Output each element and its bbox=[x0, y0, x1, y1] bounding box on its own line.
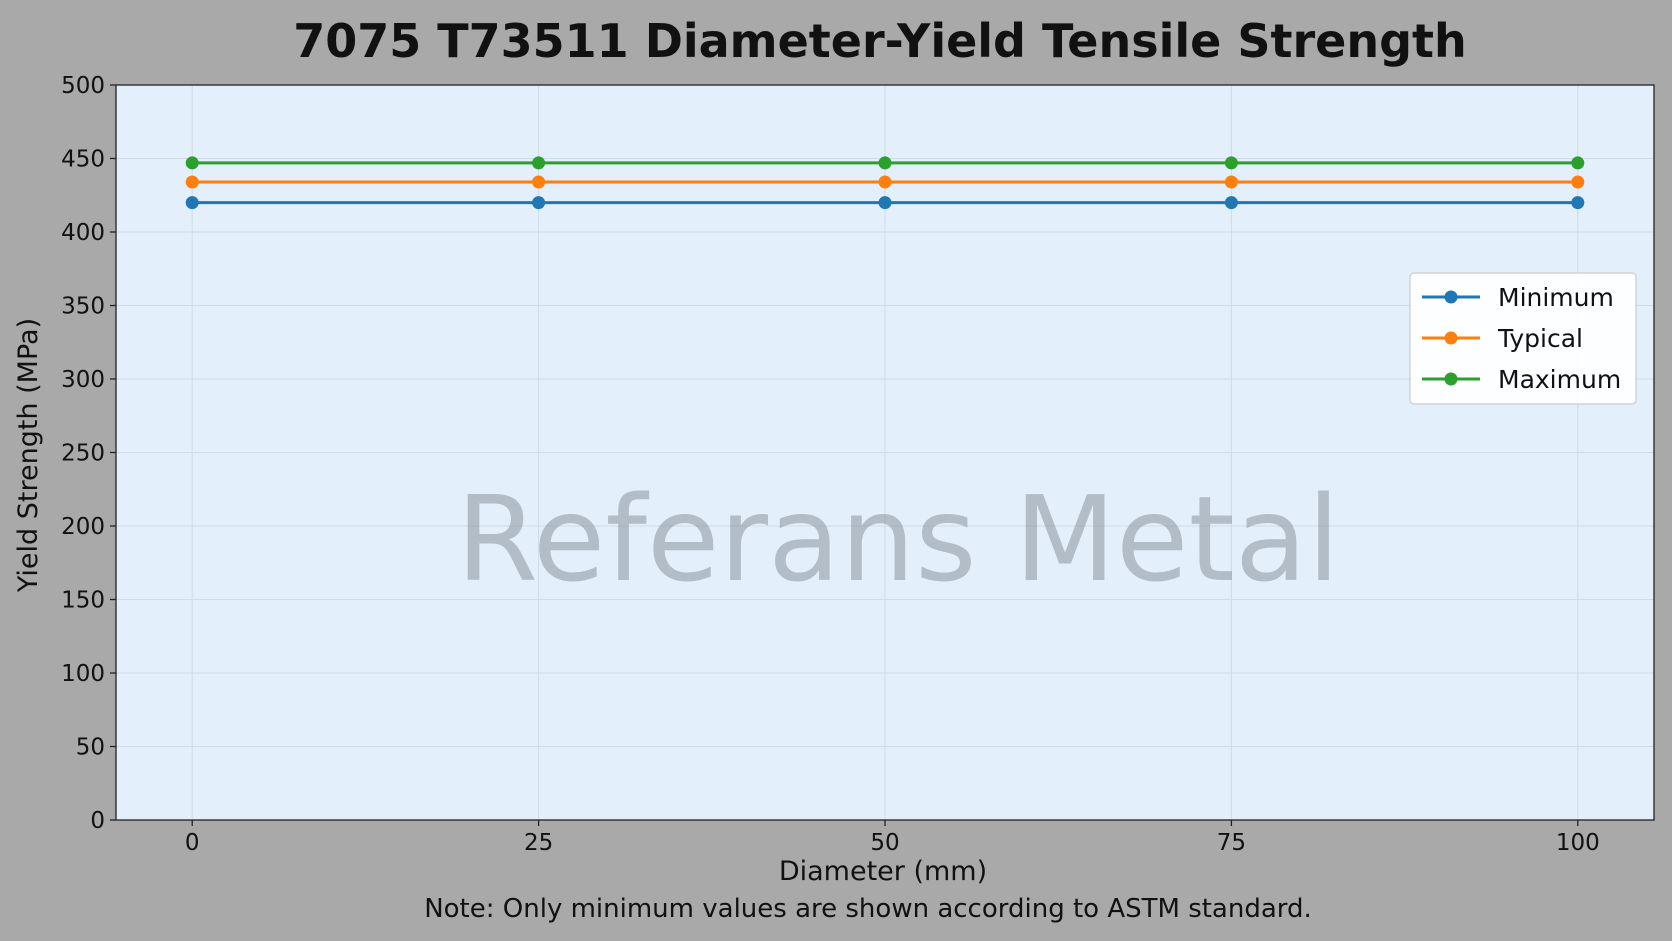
y-tick-label: 250 bbox=[61, 441, 105, 467]
data-point-minimum bbox=[1571, 196, 1585, 210]
data-point-minimum bbox=[1224, 196, 1238, 210]
y-tick-label: 350 bbox=[61, 294, 105, 320]
y-tick-label: 50 bbox=[76, 735, 105, 761]
data-point-minimum bbox=[185, 196, 199, 210]
data-point-typical bbox=[532, 175, 546, 189]
legend-item-minimum: Minimum bbox=[1422, 283, 1614, 312]
x-tick-label: 100 bbox=[1556, 830, 1600, 856]
data-point-maximum bbox=[532, 156, 546, 170]
y-tick-label: 200 bbox=[61, 514, 105, 540]
data-point-minimum bbox=[878, 196, 892, 210]
data-point-typical bbox=[185, 175, 199, 189]
legend-label: Maximum bbox=[1498, 365, 1621, 394]
y-axis-ticks: 0 50 100 150 200 250 300 350 400 450 500 bbox=[61, 73, 116, 834]
data-point-minimum bbox=[532, 196, 546, 210]
chart-note: Note: Only minimum values are shown acco… bbox=[424, 894, 1312, 924]
data-point-maximum bbox=[185, 156, 199, 170]
x-tick-label: 50 bbox=[870, 830, 899, 856]
legend: Minimum Typical Maximum bbox=[1409, 272, 1637, 405]
data-point-maximum bbox=[1224, 156, 1238, 170]
y-tick-label: 0 bbox=[90, 808, 105, 834]
legend-swatch-marker bbox=[1444, 290, 1458, 304]
legend-label: Minimum bbox=[1498, 283, 1614, 312]
y-tick-label: 100 bbox=[61, 661, 105, 687]
legend-item-typical: Typical bbox=[1422, 324, 1583, 353]
data-point-typical bbox=[1224, 175, 1238, 189]
series-group bbox=[185, 156, 1585, 210]
y-tick-label: 300 bbox=[61, 367, 105, 393]
y-tick-label: 500 bbox=[61, 73, 105, 99]
x-axis-label: Diameter (mm) bbox=[779, 856, 987, 887]
y-tick-label: 450 bbox=[61, 147, 105, 173]
legend-item-maximum: Maximum bbox=[1422, 365, 1621, 394]
x-tick-label: 25 bbox=[524, 830, 553, 856]
x-axis-ticks: 0 25 50 75 100 bbox=[185, 820, 1600, 856]
data-point-typical bbox=[878, 175, 892, 189]
y-axis-label: Yield Strength (MPa) bbox=[13, 318, 44, 593]
legend-swatch-marker bbox=[1444, 331, 1458, 345]
legend-label: Typical bbox=[1497, 324, 1583, 353]
y-tick-label: 400 bbox=[61, 220, 105, 246]
data-point-maximum bbox=[878, 156, 892, 170]
legend-box bbox=[1409, 272, 1637, 405]
chart-title: 7075 T73511 Diameter-Yield Tensile Stren… bbox=[293, 14, 1467, 68]
y-tick-label: 150 bbox=[61, 588, 105, 614]
legend-swatch-marker bbox=[1444, 372, 1458, 386]
data-point-typical bbox=[1571, 175, 1585, 189]
x-tick-label: 75 bbox=[1217, 830, 1246, 856]
watermark: Referans Metal bbox=[456, 470, 1340, 608]
x-tick-label: 0 bbox=[185, 830, 200, 856]
data-point-maximum bbox=[1571, 156, 1585, 170]
